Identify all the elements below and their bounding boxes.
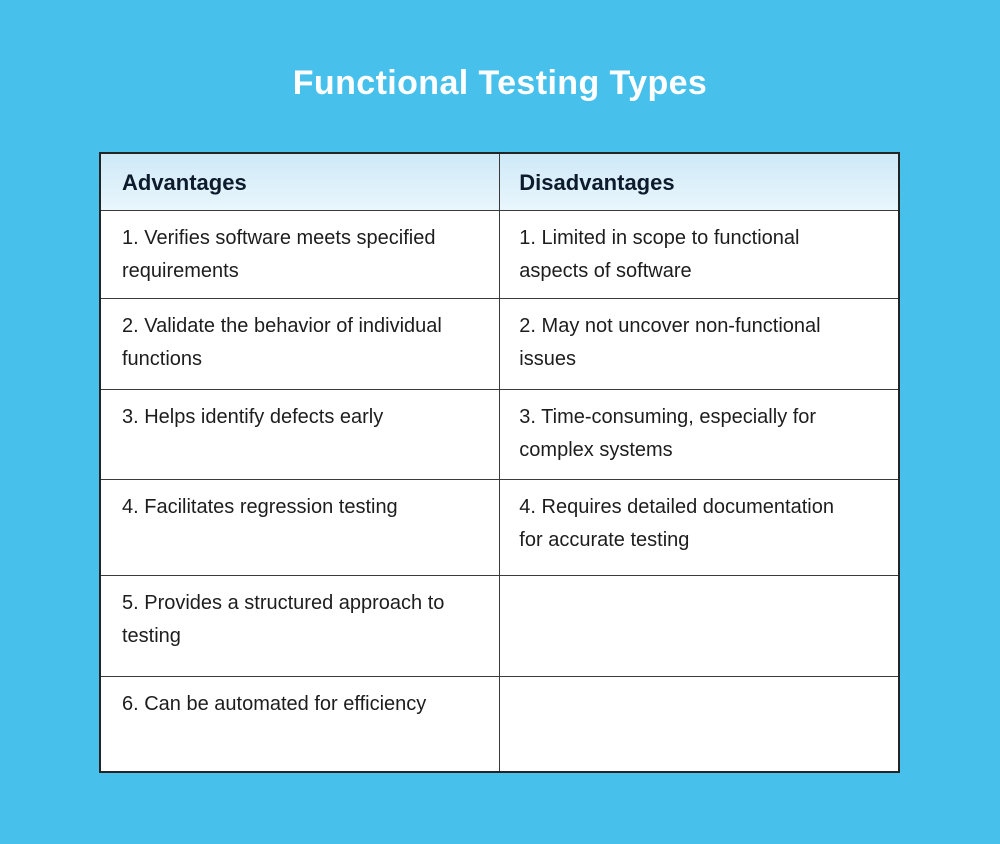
advantage-cell: 5. Provides a structured approach to tes… (101, 576, 501, 676)
advantage-cell: 2. Validate the behavior of individual f… (101, 299, 501, 389)
disadvantage-cell: 2. May not uncover non-functional issues (500, 299, 898, 389)
advantage-cell: 1. Verifies software meets specified req… (101, 211, 501, 298)
table-row: 3. Helps identify defects early 3. Time-… (101, 389, 898, 479)
table-row: 4. Facilitates regression testing 4. Req… (101, 479, 898, 575)
column-header-disadvantages: Disadvantages (500, 154, 898, 210)
advantage-cell: 3. Helps identify defects early (101, 390, 501, 479)
disadvantage-cell: 1. Limited in scope to functional aspect… (500, 211, 898, 298)
advantage-cell: 6. Can be automated for efficiency (101, 677, 501, 771)
table-row: 1. Verifies software meets specified req… (101, 210, 898, 298)
table-row: 6. Can be automated for efficiency (101, 676, 898, 771)
page-title: Functional Testing Types (292, 64, 708, 102)
table-row: 2. Validate the behavior of individual f… (101, 298, 898, 389)
disadvantage-cell (500, 677, 898, 771)
comparison-table: Advantages Disadvantages 1. Verifies sof… (99, 152, 900, 773)
disadvantage-cell: 4. Requires detailed documentation for a… (500, 480, 898, 575)
table-row: 5. Provides a structured approach to tes… (101, 575, 898, 676)
table-header-row: Advantages Disadvantages (101, 154, 898, 210)
column-header-advantages: Advantages (101, 154, 501, 210)
disadvantage-cell (500, 576, 898, 676)
advantage-cell: 4. Facilitates regression testing (101, 480, 501, 575)
disadvantage-cell: 3. Time-consuming, especially for comple… (500, 390, 898, 479)
